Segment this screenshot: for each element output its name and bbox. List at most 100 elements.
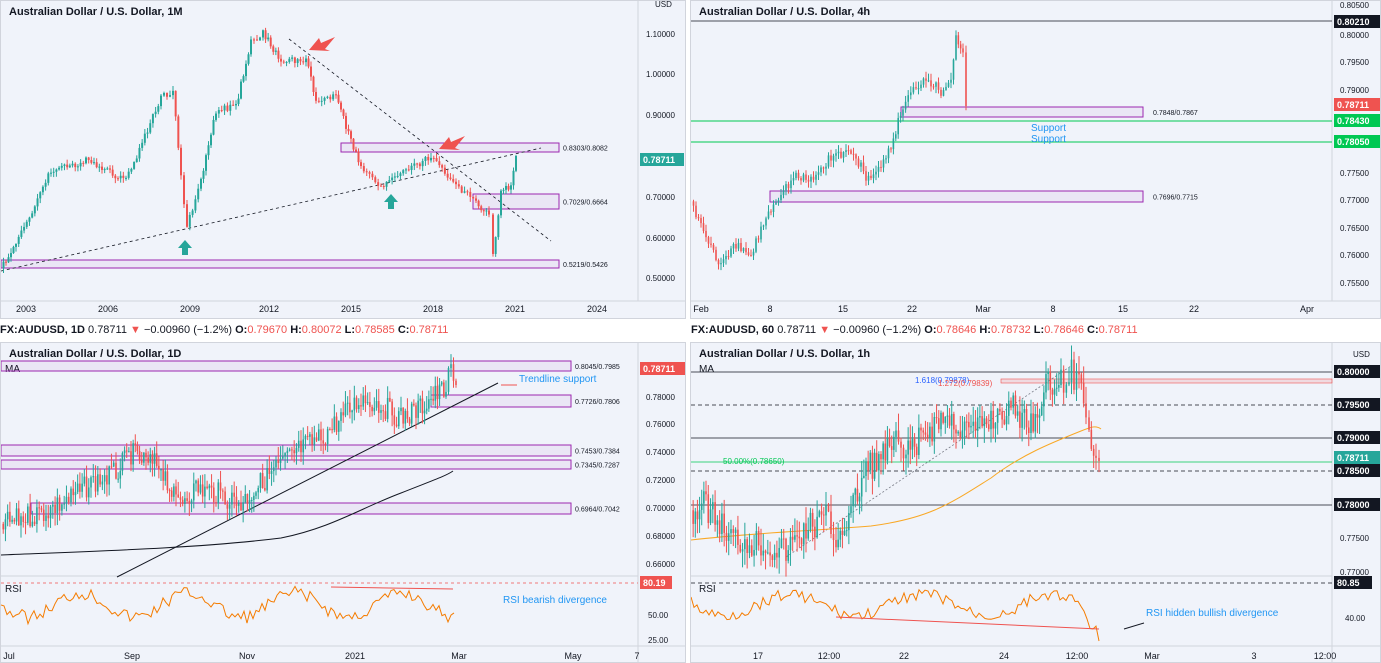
rsi-value-tag-text: 80.19 — [643, 578, 666, 588]
high: 0.78732 — [990, 324, 1031, 336]
candle-body — [310, 66, 312, 77]
candle-body — [240, 503, 242, 511]
candle-body — [130, 451, 132, 465]
candle-body — [291, 57, 294, 59]
candle-body — [886, 438, 889, 461]
h4-chart-panel[interactable]: Australian Dollar / U.S. Dollar, 4h 0.80… — [690, 0, 1381, 319]
change: −0.00960 (−1.2%) — [143, 324, 233, 336]
candle-body — [400, 407, 402, 412]
rsi-line — [1, 585, 455, 626]
candle-body — [160, 469, 162, 471]
candle-body — [340, 412, 342, 421]
candle-body — [172, 90, 174, 96]
daily-chart[interactable]: MARSI0.800000.780000.760000.740000.72000… — [1, 343, 686, 663]
candle-body — [184, 498, 186, 504]
candle-body — [845, 150, 847, 153]
candle-body — [277, 459, 280, 463]
candle-body — [694, 511, 697, 524]
candle-body — [143, 133, 146, 143]
high-label: H: — [290, 324, 302, 336]
candle-body — [269, 37, 272, 47]
candle-body — [1085, 403, 1087, 418]
candle-body — [750, 545, 753, 556]
h4-chart[interactable]: 0.805000.800000.795000.790000.785000.780… — [691, 1, 1381, 319]
candle-body — [266, 468, 268, 491]
candle-body — [83, 476, 86, 484]
candle-body — [777, 200, 780, 203]
candle-body — [440, 382, 443, 385]
candle-body — [201, 484, 204, 497]
candle-body — [300, 440, 302, 453]
daily-chart-panel[interactable]: Australian Dollar / U.S. Dollar, 1D MA RS… — [0, 342, 686, 663]
y-tick-label: 0.80500 — [1340, 1, 1369, 10]
h1-chart[interactable]: USD MA RSI 0.80000 0.79500 0.79000 0.78500 0.78… — [691, 343, 1381, 663]
monthly-chart-panel[interactable]: Australian Dollar / U.S. Dollar, 1M USD 1… — [0, 0, 686, 319]
candle-body — [1036, 414, 1039, 418]
candle-body — [315, 91, 317, 101]
candle-body — [1051, 389, 1054, 395]
candle-body — [902, 109, 904, 116]
candle-body — [121, 453, 124, 471]
candle-body — [291, 449, 293, 451]
candle-body — [1032, 413, 1034, 432]
rsi-tick-label: 50.00 — [648, 611, 669, 620]
rsi-divergence-line — [835, 616, 1100, 630]
candle-body — [186, 498, 188, 501]
candle-body — [1045, 374, 1047, 393]
candle-body — [296, 59, 299, 64]
candle-body — [320, 100, 323, 102]
candle-body — [780, 194, 782, 201]
candle-body — [972, 421, 975, 426]
candle-body — [76, 483, 79, 492]
candle-body — [870, 175, 872, 179]
candle-body — [23, 226, 26, 231]
candle-body — [41, 186, 44, 193]
candle-body — [692, 201, 695, 206]
candle-body — [244, 494, 247, 503]
candle-body — [968, 421, 970, 428]
candle-body — [1060, 369, 1062, 386]
x-tick-label: 12:00 — [818, 651, 841, 661]
candle-body — [809, 512, 812, 531]
candle-body — [384, 411, 387, 419]
candle-body — [877, 166, 880, 172]
candle-body — [302, 439, 305, 453]
candle-body — [52, 504, 54, 507]
x-tick-label: 15 — [838, 304, 848, 314]
candle-body — [317, 100, 320, 102]
candle-body — [329, 429, 331, 431]
level-price-tag-text: 0.79500 — [1337, 400, 1370, 410]
candle-body — [371, 173, 374, 178]
candle-body — [197, 188, 200, 200]
candle-body — [127, 171, 130, 178]
rsi-tick-label: 25.00 — [648, 636, 669, 645]
candle-body — [850, 150, 852, 154]
candle-body — [950, 79, 952, 83]
candle-body — [752, 251, 755, 256]
candle-body — [386, 397, 389, 419]
candle-body — [741, 549, 744, 552]
monthly-chart[interactable]: USD1.100001.000000.900000.800000.700000.… — [1, 1, 686, 319]
candle-body — [82, 162, 85, 164]
candle-body — [12, 246, 15, 254]
candle-body — [753, 549, 755, 556]
candle-body — [149, 123, 152, 133]
candle-body — [355, 149, 357, 152]
candle-body — [515, 156, 517, 171]
candle-body — [814, 526, 816, 538]
candle-body — [477, 200, 480, 207]
candle-body — [920, 427, 922, 431]
candle-body — [66, 164, 69, 168]
candle-body — [286, 450, 289, 454]
candle-body — [947, 82, 950, 87]
candle-body — [90, 160, 93, 163]
h1-chart-panel[interactable]: Australian Dollar / U.S. Dollar, 1h USD M… — [690, 342, 1381, 663]
candle-body — [108, 466, 110, 485]
candle-body — [441, 165, 444, 168]
candle-body — [794, 535, 796, 540]
candle-body — [417, 400, 419, 418]
candle-body — [737, 529, 739, 545]
candle-body — [6, 511, 9, 520]
candle-body — [929, 426, 931, 438]
resistance-trendline — [288, 38, 552, 242]
